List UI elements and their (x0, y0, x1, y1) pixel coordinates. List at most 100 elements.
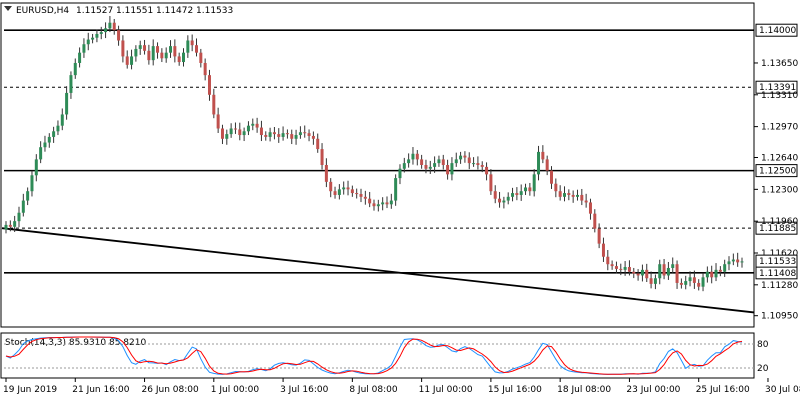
candle-body (372, 203, 376, 207)
candle-body (69, 75, 73, 93)
candle-body (199, 52, 203, 63)
candle-body (251, 123, 255, 126)
candle-body (537, 151, 541, 175)
candle-body (601, 243, 605, 257)
candle-body (177, 56, 181, 63)
candle-body (30, 175, 34, 192)
time-tick-label: 30 Jul 08:00 (765, 385, 800, 395)
candle-body (39, 147, 43, 160)
candle-body (671, 264, 675, 268)
candle-body (381, 202, 385, 205)
candle-body (225, 134, 229, 139)
candle-body (584, 200, 588, 203)
header-symbol: EURUSD,H4 (16, 6, 69, 16)
candle-body (472, 163, 476, 165)
stoch-level-label: 20 (757, 364, 769, 374)
candle-body (723, 264, 727, 272)
candle-body (420, 159, 424, 165)
candle-body (82, 44, 86, 53)
candle-body (207, 75, 211, 95)
candle-body (255, 123, 259, 128)
candle-body (190, 40, 194, 46)
candle-body (493, 191, 497, 199)
candle-body (294, 135, 298, 139)
candle-body (337, 189, 341, 195)
candle-body (701, 277, 705, 287)
candle-body (34, 159, 38, 176)
candle-body (588, 202, 592, 214)
candle-body (402, 163, 406, 169)
candle-body (186, 40, 190, 53)
candle-body (60, 114, 64, 126)
candle-body (333, 191, 337, 195)
candle-body (506, 196, 510, 201)
candle-body (355, 193, 359, 195)
candle-body (86, 39, 90, 45)
candle-body (363, 196, 367, 199)
candle-body (156, 46, 160, 53)
candle-body (4, 224, 8, 230)
stochastic-label: Stoch(14,3,3) 85.9310 85.8210 (5, 338, 146, 348)
candle-body (147, 50, 151, 61)
trendline[interactable] (1, 227, 755, 314)
time-tick-label: 19 Jun 2019 (3, 385, 57, 395)
time-tick-label: 23 Jul 00:00 (626, 385, 680, 395)
level-price-box (755, 164, 798, 178)
level-price-box (755, 80, 798, 94)
candle-body (182, 52, 186, 63)
trendline-layer[interactable] (1, 227, 755, 314)
candle-body (541, 151, 545, 160)
candle-body (216, 114, 220, 129)
candle-body (705, 271, 709, 278)
candle-body (91, 37, 95, 40)
dropdown-triangle-icon[interactable] (4, 6, 12, 11)
candle-body (138, 45, 142, 49)
candle-body (515, 193, 519, 195)
price-tick-label: 1.11620 (761, 249, 798, 259)
candle-body (359, 194, 363, 197)
time-tick-label: 18 Jul 08:00 (557, 385, 611, 395)
header-open: 1.11527 (76, 6, 113, 16)
candle-body (17, 212, 21, 222)
candle-body (415, 153, 419, 160)
time-tick-label: 26 Jun 08:00 (142, 385, 199, 395)
header-high: 1.11551 (116, 6, 153, 16)
price-axis: 1.14000 1.13391 1.12500 1.11885 1.11408 1.136… (754, 23, 798, 322)
price-tick-label: 1.11960 (761, 217, 798, 227)
candle-body (463, 155, 467, 158)
candle-body (272, 132, 276, 135)
time-tick-label: 25 Jul 16:00 (696, 385, 750, 395)
candle-body (597, 228, 601, 244)
candle-body (666, 267, 670, 276)
candle-body (246, 125, 250, 132)
candle-body (718, 269, 722, 272)
candle-body (441, 159, 445, 165)
candle-body (614, 266, 618, 269)
candle-body (433, 163, 437, 167)
candle-body (324, 165, 328, 182)
candle-body (121, 40, 125, 57)
main-plot-frame (0, 2, 755, 328)
candle-body (47, 136, 51, 143)
candle-body (411, 153, 415, 160)
candle-body (281, 133, 285, 137)
candle-body (108, 22, 112, 29)
level-price-label: 1.13391 (759, 83, 796, 93)
price-tick-label: 1.13650 (761, 59, 798, 69)
candle-body (684, 281, 688, 285)
current-price-label: 1.11533 (759, 257, 796, 267)
candle-body (489, 174, 493, 192)
candle-body (502, 200, 506, 203)
level-price-label: 1.14000 (759, 26, 796, 36)
candle-body (740, 261, 744, 263)
stoch-level-label: 80 (757, 340, 769, 350)
candle-body (428, 166, 432, 169)
candle-body (259, 127, 263, 136)
candle-body (316, 138, 320, 150)
candle-body (645, 269, 649, 279)
candle-body (571, 194, 575, 197)
candle-body (311, 135, 315, 139)
candle-body (593, 213, 597, 229)
